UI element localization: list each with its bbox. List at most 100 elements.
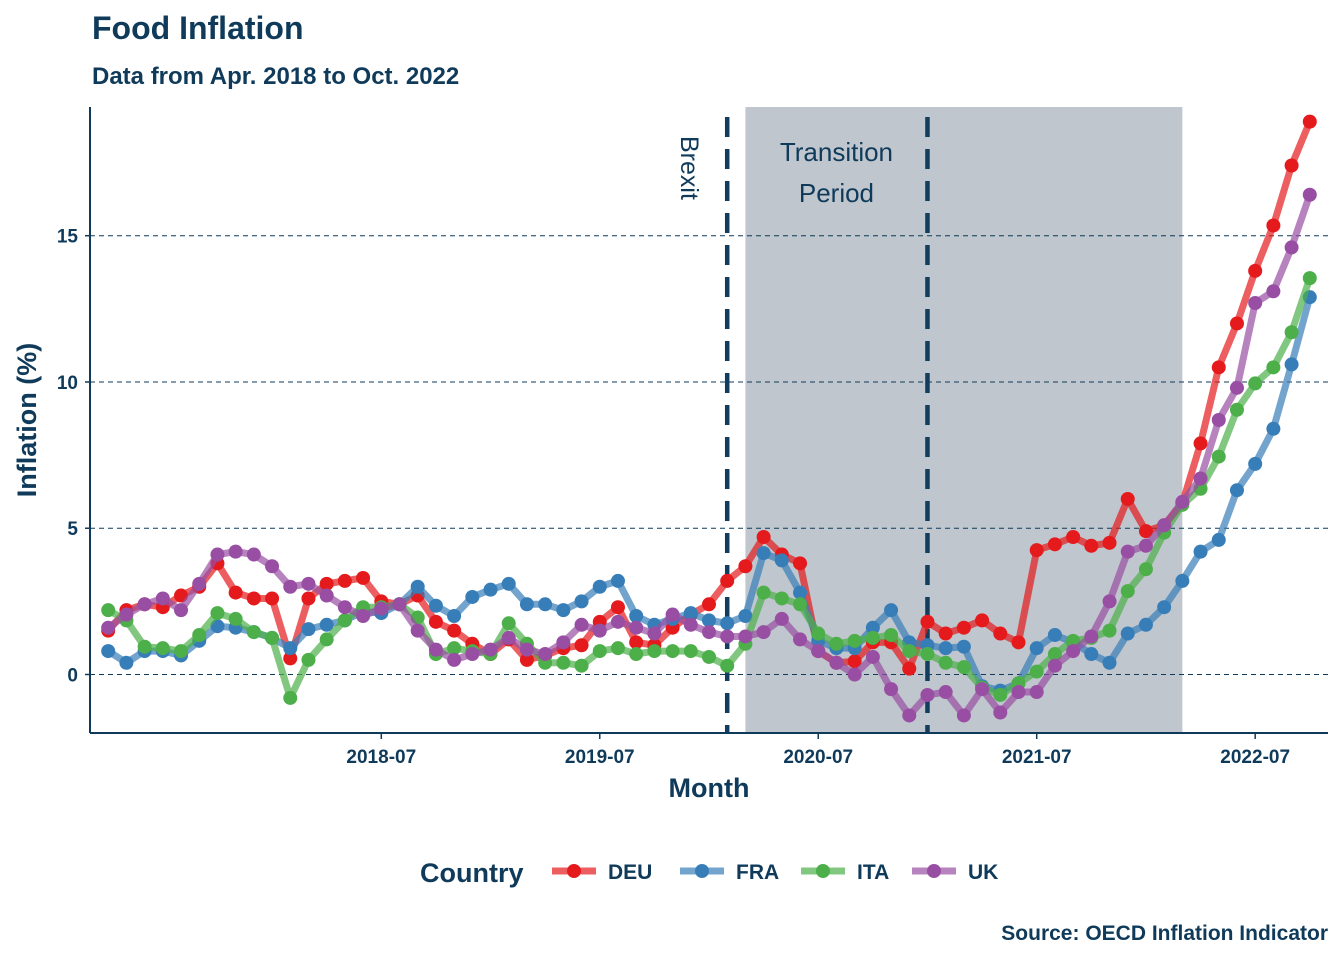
legend-key-point <box>816 864 830 878</box>
data-point <box>884 628 899 643</box>
data-point <box>1138 562 1153 577</box>
data-point <box>720 616 735 631</box>
data-point <box>829 636 844 651</box>
data-point <box>501 616 516 631</box>
data-point <box>192 576 207 591</box>
data-point <box>610 641 625 656</box>
data-point <box>865 649 880 664</box>
data-point <box>665 644 680 659</box>
data-point <box>629 647 644 662</box>
data-point <box>337 613 352 628</box>
data-point <box>1029 664 1044 679</box>
data-point <box>374 601 389 616</box>
data-point <box>738 559 753 574</box>
data-point <box>447 641 462 656</box>
y-tick-label: 0 <box>67 665 78 686</box>
data-point <box>1211 532 1226 547</box>
data-point <box>519 652 534 667</box>
data-point <box>392 597 407 612</box>
y-tick-label: 5 <box>67 519 78 540</box>
data-point <box>1193 544 1208 559</box>
data-point <box>246 625 261 640</box>
data-point <box>1266 421 1281 436</box>
data-point <box>811 644 826 659</box>
data-point <box>119 655 134 670</box>
data-point <box>956 708 971 723</box>
data-point <box>884 603 899 618</box>
data-point <box>447 652 462 667</box>
data-point <box>1266 284 1281 299</box>
data-point <box>283 579 298 594</box>
data-point <box>319 588 334 603</box>
data-point <box>283 690 298 705</box>
data-point <box>938 641 953 656</box>
data-point <box>210 606 225 621</box>
data-point <box>1102 594 1117 609</box>
data-point <box>1047 628 1062 643</box>
data-point <box>847 667 862 682</box>
data-point <box>920 614 935 629</box>
data-point <box>610 573 625 588</box>
data-point <box>337 600 352 615</box>
data-point <box>1066 530 1081 545</box>
data-point <box>1229 316 1244 331</box>
data-point <box>738 608 753 623</box>
data-point <box>301 652 316 667</box>
data-point <box>501 630 516 645</box>
data-point <box>1084 647 1099 662</box>
data-point <box>556 655 571 670</box>
data-point <box>574 658 589 673</box>
data-point <box>1102 655 1117 670</box>
legend-label: DEU <box>608 861 652 884</box>
data-point <box>629 620 644 635</box>
data-point <box>665 607 680 622</box>
legend-label: UK <box>968 861 998 884</box>
data-point <box>1047 658 1062 673</box>
data-point <box>902 661 917 676</box>
data-point <box>174 603 189 618</box>
data-point <box>428 614 443 629</box>
data-point <box>1157 600 1172 615</box>
data-point <box>738 629 753 644</box>
data-point <box>1029 685 1044 700</box>
data-point <box>1029 543 1044 558</box>
data-point <box>1248 295 1263 310</box>
data-point <box>975 613 990 628</box>
data-point <box>174 644 189 659</box>
y-axis-label: Inflation (%) <box>12 343 42 497</box>
data-point <box>1138 617 1153 632</box>
data-point <box>246 591 261 606</box>
data-point <box>556 635 571 650</box>
data-point <box>556 603 571 618</box>
data-point <box>501 576 516 591</box>
data-point <box>228 544 243 559</box>
data-point <box>720 658 735 673</box>
data-point <box>519 597 534 612</box>
data-point <box>283 641 298 656</box>
data-point <box>228 585 243 600</box>
data-point <box>1229 380 1244 395</box>
x-tick-label: 2022-07 <box>1220 747 1290 768</box>
data-point <box>1047 537 1062 552</box>
data-point <box>574 617 589 632</box>
data-point <box>610 614 625 629</box>
data-point <box>702 613 716 628</box>
chart-subtitle: Data from Apr. 2018 to Oct. 2022 <box>92 63 459 90</box>
data-point <box>647 626 662 641</box>
data-point <box>519 642 534 657</box>
data-point <box>774 591 789 606</box>
data-point <box>428 642 443 657</box>
y-tick-label: 15 <box>57 227 79 248</box>
data-point <box>137 597 152 612</box>
data-point <box>592 644 607 659</box>
data-point <box>756 546 771 561</box>
data-point <box>1084 629 1099 644</box>
data-point <box>1120 584 1135 599</box>
data-point <box>283 651 298 666</box>
data-point <box>1302 114 1317 129</box>
data-point <box>938 655 953 670</box>
data-point <box>702 625 716 640</box>
data-point <box>683 644 698 659</box>
data-point <box>774 553 789 568</box>
data-point <box>483 582 498 597</box>
